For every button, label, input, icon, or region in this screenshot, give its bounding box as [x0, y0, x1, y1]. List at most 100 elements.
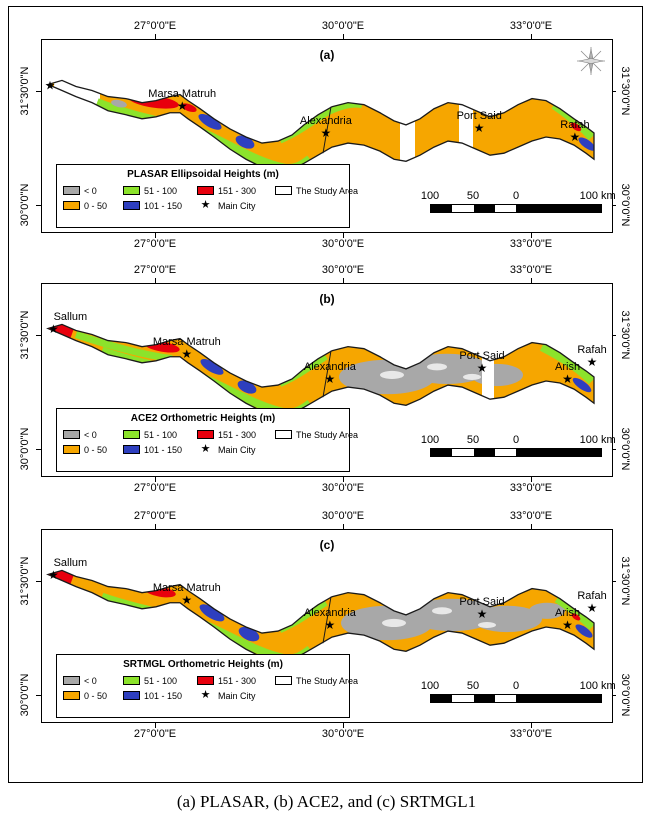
star-icon: ★ — [200, 689, 211, 701]
legend-swatch — [63, 691, 80, 700]
lon-label: 33°0'0"E — [509, 238, 553, 250]
lon-label: 30°0'0"E — [321, 728, 365, 740]
compass-rose-icon — [577, 47, 605, 75]
city-star-icon: ★ — [324, 372, 336, 387]
legend-item: 101 - 150 — [123, 691, 195, 701]
legend-item-label: 0 - 50 — [84, 444, 108, 455]
lon-label: 27°0'0"E — [133, 728, 177, 740]
scale-label: 50 — [466, 680, 480, 692]
tick-mark — [531, 723, 532, 728]
scale-label: 100 km — [579, 680, 616, 692]
tick-mark — [36, 449, 41, 450]
legend-swatch — [63, 186, 80, 195]
scale-bar: 100 50 0 100 km — [421, 434, 616, 457]
map-frame-a: (a) ★ Marsa Matruh ★ Alex — [41, 39, 616, 233]
tick-mark — [611, 205, 616, 206]
legend-title: PLASAR Ellipsoidal Heights (m) — [127, 169, 279, 180]
legend-swatch — [275, 186, 292, 195]
star-icon: ★ — [200, 443, 211, 455]
city-marker-port-said: Port Said ★ — [456, 109, 502, 133]
legend-swatch — [123, 430, 140, 439]
legend-item-label: Main City — [218, 200, 256, 211]
tick-mark — [36, 205, 41, 206]
map-panel-c: 27°0'0"E 30°0'0"E 33°0'0"E 31°30'0"N 30°… — [9, 509, 642, 749]
lon-label: 27°0'0"E — [133, 510, 177, 522]
tick-mark — [155, 34, 156, 39]
city-marker-marsa-matruh: Marsa Matruh ★ — [148, 89, 216, 113]
map-panel-a: 27°0'0"E 30°0'0"E 33°0'0"E 31°30'0"N 30°… — [9, 19, 642, 259]
legend-swatch — [63, 676, 80, 685]
scale-bar-graphic — [430, 694, 602, 703]
legend-items: < 0 51 - 100 151 - 300 The Study Area 0 … — [57, 427, 358, 457]
legend-a: PLASAR Ellipsoidal Heights (m) < 0 51 - … — [56, 164, 358, 228]
tick-mark — [155, 723, 156, 728]
city-star-icon: ★ — [586, 354, 598, 369]
figure-caption: (a) PLASAR, (b) ACE2, and (c) SRTMGL1 — [176, 792, 477, 811]
lat-label: 30°0'0"N — [19, 427, 31, 471]
tick-mark — [531, 278, 532, 283]
lon-axis-top: 27°0'0"E 30°0'0"E 33°0'0"E — [41, 263, 611, 283]
legend-item: 101 - 150 — [123, 201, 195, 211]
lon-label: 33°0'0"E — [509, 264, 553, 276]
lat-label: 31°30'0"N — [619, 66, 631, 116]
legend-swatch — [63, 201, 80, 210]
legend-item: 51 - 100 — [123, 186, 195, 196]
city-marker-sallum: Sallum ★ — [20, 312, 87, 336]
legend-title: SRTMGL Orthometric Heights (m) — [123, 659, 283, 670]
legend-item-label: 101 - 150 — [144, 690, 183, 701]
legend-item: < 0 — [63, 676, 121, 686]
tick-mark — [611, 695, 616, 696]
lon-axis-bottom: 27°0'0"E 30°0'0"E 33°0'0"E — [41, 233, 611, 253]
legend-item-label: Main City — [218, 444, 256, 455]
legend-c: SRTMGL Orthometric Heights (m) < 0 51 - … — [56, 654, 358, 718]
lon-axis-bottom: 27°0'0"E 30°0'0"E 33°0'0"E — [41, 477, 611, 497]
tick-mark — [343, 34, 344, 39]
lon-label: 27°0'0"E — [133, 20, 177, 32]
city-label: Marsa Matruh — [152, 336, 221, 349]
legend-swatch — [123, 676, 140, 685]
scale-label: 50 — [466, 434, 480, 446]
city-label: Port Said — [456, 109, 502, 122]
legend-item-label: 51 - 100 — [144, 675, 178, 686]
tick-mark — [611, 335, 616, 336]
city-label: Marsa Matruh — [152, 582, 221, 595]
tick-mark — [36, 91, 41, 92]
legend-item-label: 101 - 150 — [144, 444, 183, 455]
lon-label: 27°0'0"E — [133, 482, 177, 494]
legend-item: The Study Area — [275, 185, 359, 196]
legend-item-label: 151 - 300 — [218, 675, 257, 686]
panel-label: (a) — [319, 48, 335, 62]
city-star-icon: ★ — [44, 78, 56, 93]
map-frame-b: (b) Sallum ★ Marsa Matruh ★ Alexandria ★… — [41, 283, 616, 477]
lon-label: 30°0'0"E — [321, 510, 365, 522]
city-star-icon: ★ — [569, 130, 581, 145]
tick-mark — [36, 581, 41, 582]
legend-item: ★ Main City — [197, 200, 273, 211]
city-label: Arish — [555, 361, 581, 374]
tick-mark — [611, 91, 616, 92]
lon-label: 30°0'0"E — [321, 482, 365, 494]
lon-label: 33°0'0"E — [509, 20, 553, 32]
city-label: Alexandria — [303, 361, 356, 374]
city-star-icon: ★ — [562, 618, 573, 633]
tick-mark — [36, 335, 41, 336]
tick-mark — [343, 723, 344, 728]
figure-border: 27°0'0"E 30°0'0"E 33°0'0"E 31°30'0"N 30°… — [8, 6, 643, 783]
city-marker-port-said: Port Said ★ — [459, 596, 504, 620]
tick-mark — [155, 278, 156, 283]
tick-mark — [343, 477, 344, 482]
legend-item-label: The Study Area — [296, 429, 359, 440]
city-marker-alexandria: Alexandria ★ — [303, 361, 356, 387]
lon-label: 27°0'0"E — [133, 238, 177, 250]
legend-item: 0 - 50 — [63, 691, 121, 701]
legend-item-label: < 0 — [84, 675, 97, 686]
scale-label: 100 km — [579, 434, 616, 446]
scale-bar-graphic — [430, 448, 602, 457]
legend-item-label: 51 - 100 — [144, 185, 178, 196]
panel-label: (c) — [319, 538, 335, 552]
legend-title: ACE2 Orthometric Heights (m) — [130, 413, 276, 424]
city-star-icon: ★ — [324, 618, 336, 633]
legend-swatch — [275, 430, 292, 439]
legend-item-label: The Study Area — [296, 185, 359, 196]
scale-label: 0 — [512, 190, 520, 202]
